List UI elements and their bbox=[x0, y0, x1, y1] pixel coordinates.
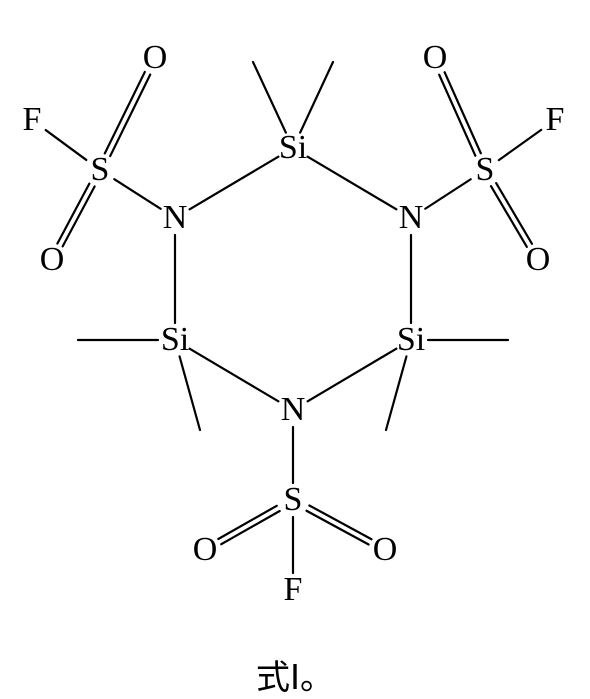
atom-O_b_l: O bbox=[193, 531, 218, 569]
atom-F_bot: F bbox=[284, 571, 303, 609]
atom-F_left: F bbox=[23, 101, 42, 139]
atom-F_right: F bbox=[546, 101, 565, 139]
atom-Si_right: Si bbox=[397, 321, 425, 359]
atom-O_b_r: O bbox=[373, 531, 398, 569]
atom-O_l_up: O bbox=[143, 39, 168, 77]
atom-O_r_dn: O bbox=[526, 241, 551, 279]
chemical-structure-figure: SiNNSiSiNSOOFSOOFSOOF 式Ⅰ。 bbox=[0, 0, 590, 680]
atom-S_left: S bbox=[91, 151, 110, 189]
atom-Si_top: Si bbox=[279, 129, 307, 167]
atom-N_bot: N bbox=[281, 391, 306, 429]
figure-caption: 式Ⅰ。 bbox=[256, 650, 334, 699]
atom-O_r_up: O bbox=[423, 39, 448, 77]
atom-S_right: S bbox=[476, 151, 495, 189]
atom-O_l_dn: O bbox=[40, 241, 65, 279]
atom-N_right: N bbox=[399, 199, 424, 237]
atom-Si_left: Si bbox=[161, 321, 189, 359]
bond-layer bbox=[0, 0, 590, 680]
atom-S_bot: S bbox=[284, 481, 303, 519]
atom-N_left: N bbox=[163, 199, 188, 237]
